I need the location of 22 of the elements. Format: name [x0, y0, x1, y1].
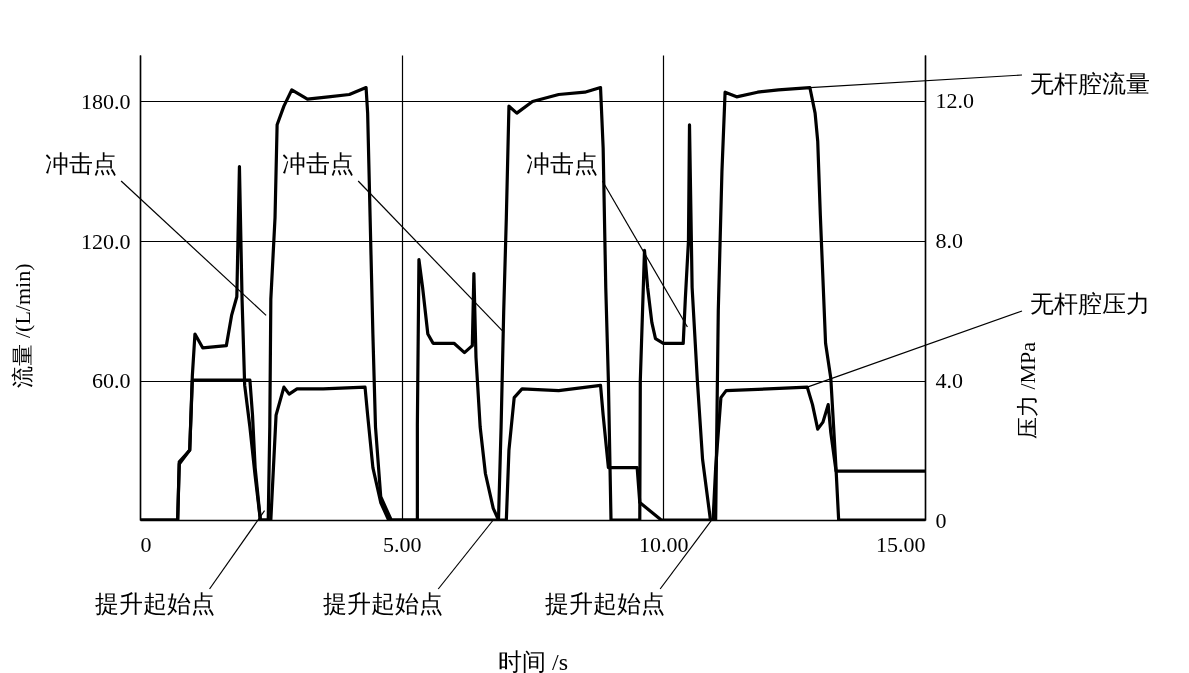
- x-tick-label: 15.00: [876, 531, 926, 557]
- y-tick-label: 60.0: [92, 368, 131, 393]
- annotation: 冲击点: [526, 151, 599, 177]
- annotation: 提升起始点: [323, 591, 444, 617]
- x-axis-title: 时间 /s: [497, 648, 569, 673]
- y2-tick-label: 8.0: [935, 227, 963, 253]
- x-tick-label: 5.00: [382, 531, 422, 557]
- annotation: 冲击点: [45, 151, 118, 177]
- y-tick-label: 120.0: [81, 228, 131, 254]
- y-tick-label: 180.0: [81, 89, 131, 114]
- y-axis-title: 流量 /(L/min): [9, 263, 35, 388]
- annotation: 冲击点: [282, 151, 355, 177]
- text: 无杆腔压力: [1030, 291, 1150, 317]
- y2-tick-label: 0: [935, 507, 947, 533]
- text: 无杆腔流量: [1030, 71, 1150, 97]
- x-tick-label: 10.00: [639, 531, 689, 557]
- annotation: 提升起始点: [94, 591, 215, 617]
- y2-tick-label: 12.0: [935, 87, 974, 113]
- x-tick-label: 0: [140, 531, 152, 557]
- annotation: 提升起始点: [545, 591, 666, 617]
- y2-tick-label: 4.0: [935, 367, 963, 393]
- y2-axis-title: 压力 /MPa: [1014, 341, 1040, 440]
